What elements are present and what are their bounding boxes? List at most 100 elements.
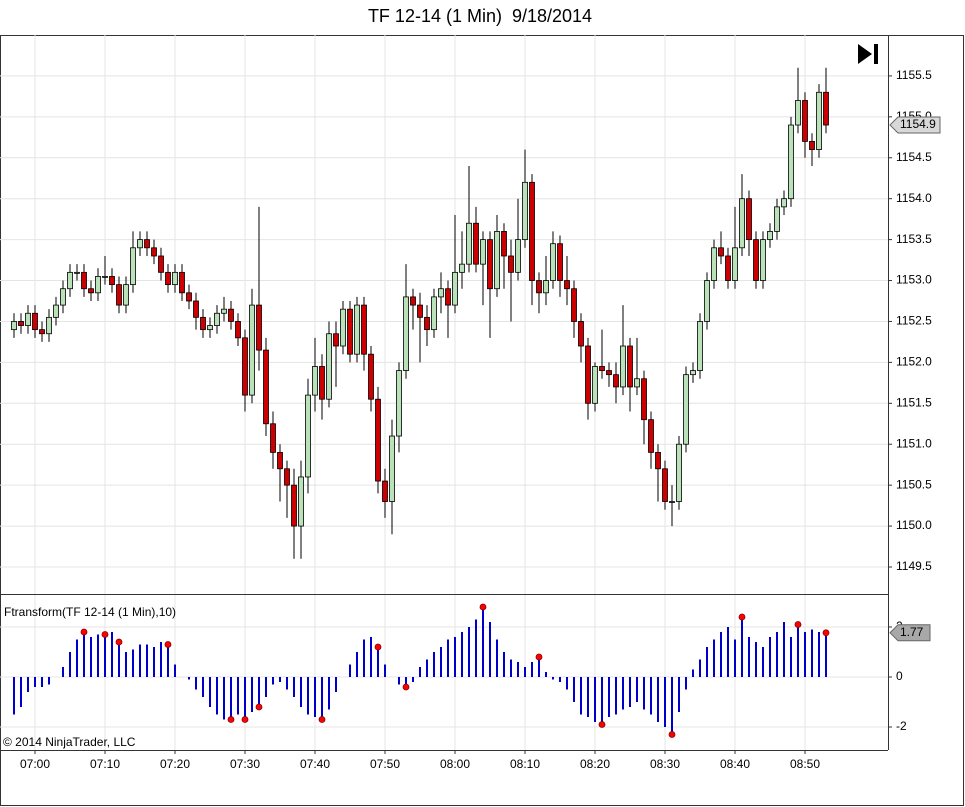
- x-tick-label: 08:20: [580, 757, 610, 771]
- plot-layer: 07:00 07:10 07:20 07:30 07:40 07:50 08:00 08:10…: [0, 35, 941, 771]
- candle-body: [704, 280, 710, 322]
- x-tick-label: 08:50: [790, 757, 820, 771]
- candle-body: [550, 243, 556, 281]
- candle-body: [655, 452, 661, 470]
- candle-body: [445, 288, 451, 306]
- candle-body: [767, 231, 773, 241]
- candle-body: [816, 91, 822, 150]
- candle-body: [788, 124, 794, 200]
- indicator-marker: [535, 653, 543, 661]
- candle-body: [746, 198, 752, 241]
- candle-body: [256, 304, 262, 351]
- candle-body: [592, 366, 598, 404]
- indicator-marker: [374, 643, 382, 651]
- x-tick-label: 07:30: [230, 757, 260, 771]
- candle-body: [529, 181, 535, 281]
- candle-body: [403, 296, 409, 371]
- candle-body: [494, 231, 500, 290]
- candle-body: [508, 255, 514, 273]
- y-tick-label: 1149.5: [896, 559, 932, 573]
- candle-body: [151, 247, 157, 257]
- go-to-end-button[interactable]: [858, 44, 878, 64]
- candle-body: [277, 452, 283, 470]
- price-tag: [889, 116, 941, 134]
- candle-body: [319, 366, 325, 400]
- candle-body: [795, 100, 801, 126]
- candle-body: [417, 304, 423, 318]
- x-tick-label: 07:50: [370, 757, 400, 771]
- candle-body: [585, 345, 591, 404]
- indicator-marker: [598, 721, 606, 728]
- candle-body: [354, 304, 360, 355]
- y-tick-label: 1153.5: [896, 232, 932, 246]
- candle-body: [599, 366, 605, 371]
- y-tick-label: -2: [896, 719, 907, 733]
- last-value-label: 1.77: [900, 625, 924, 639]
- candle-body: [452, 271, 458, 306]
- candle-body: [760, 239, 766, 281]
- candle-body: [641, 378, 647, 421]
- candle-body: [193, 300, 199, 318]
- candle-body: [18, 321, 24, 326]
- candle-body: [305, 394, 311, 478]
- candle-body: [634, 378, 640, 388]
- end-bar-icon[interactable]: [874, 44, 878, 64]
- candle-body: [200, 316, 206, 331]
- candle-body: [88, 288, 94, 294]
- candle-body: [228, 308, 234, 322]
- play-icon[interactable]: [858, 44, 872, 64]
- candle-body: [235, 321, 241, 339]
- candle-body: [123, 284, 129, 306]
- candle-body: [165, 271, 171, 286]
- candle-body: [270, 423, 276, 453]
- indicator-marker: [402, 683, 410, 691]
- candle-body: [753, 239, 759, 281]
- y-tick-label: 1152.0: [896, 355, 932, 369]
- candle-body: [396, 370, 402, 437]
- candle-body: [221, 308, 227, 314]
- x-tick-label: 07:20: [160, 757, 190, 771]
- candle-body: [375, 398, 381, 482]
- candle-body: [823, 91, 829, 126]
- y-tick-label: 1155.5: [896, 68, 932, 82]
- candle-body: [438, 288, 444, 298]
- indicator-marker: [668, 731, 676, 738]
- candle-body: [571, 288, 577, 322]
- candle-body: [39, 329, 45, 335]
- candle-body: [144, 239, 150, 249]
- x-tick-label: 07:40: [300, 757, 330, 771]
- candle-body: [347, 308, 353, 355]
- candle-body: [606, 370, 612, 376]
- candle-body: [473, 222, 479, 265]
- candle-body: [382, 480, 388, 502]
- candle-body: [781, 198, 787, 208]
- candle-body: [725, 255, 731, 281]
- candle-body: [466, 222, 472, 265]
- candle-body: [74, 271, 80, 274]
- candle-body: [536, 280, 542, 294]
- indicator-marker: [241, 716, 249, 723]
- candle-body: [172, 271, 178, 286]
- candle-body: [809, 140, 815, 150]
- candle-body: [543, 280, 549, 294]
- candle-body: [179, 271, 185, 294]
- y-tick-label: 1150.5: [896, 477, 932, 491]
- indicator-marker: [255, 703, 263, 711]
- candle-body: [81, 271, 87, 290]
- candle-body: [774, 206, 780, 232]
- y-tick-label: 1154.0: [896, 191, 932, 205]
- x-tick-label: 08:10: [510, 757, 540, 771]
- chart-title: TF 12-14 (1 Min) 9/18/2014: [368, 6, 592, 26]
- indicator-title: Ftransform(TF 12-14 (1 Min),10): [4, 605, 176, 619]
- candle-body: [158, 255, 164, 273]
- candle-body: [389, 435, 395, 502]
- candle-body: [53, 304, 59, 318]
- candle-body: [207, 325, 213, 331]
- candle-body: [564, 280, 570, 290]
- candle-body: [32, 312, 38, 331]
- candle-body: [690, 370, 696, 376]
- x-tick-label: 07:00: [20, 757, 50, 771]
- indicator-marker: [318, 716, 326, 723]
- candle-body: [676, 443, 682, 502]
